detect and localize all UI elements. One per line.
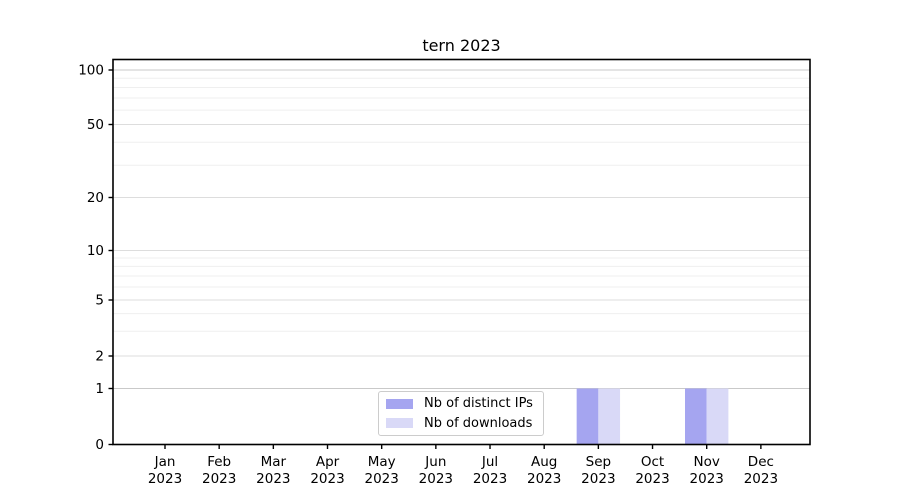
y-tick-label: 100: [78, 63, 104, 79]
legend: Nb of distinct IPs Nb of downloads: [378, 391, 544, 436]
y-tick-label: 20: [87, 190, 104, 206]
y-tick-label: 2: [95, 349, 104, 365]
y-tick-label: 50: [87, 117, 104, 133]
x-tick-label: Jun 2023: [419, 454, 453, 487]
y-tick-label: 10: [87, 243, 104, 259]
bar-distinct-ips: [685, 388, 707, 445]
x-tick-label: Jul 2023: [473, 454, 507, 487]
y-tick-label: 5: [95, 293, 104, 309]
x-tick-label: Oct 2023: [635, 454, 669, 487]
legend-swatch: [386, 398, 413, 409]
y-tick-label: 0: [95, 437, 104, 453]
y-tick-label: 1: [95, 381, 104, 397]
x-tick-label: Aug 2023: [527, 454, 561, 487]
x-tick-label: Apr 2023: [310, 454, 344, 487]
legend-item: Nb of distinct IPs: [379, 396, 543, 412]
legend-label: Nb of downloads: [424, 415, 533, 431]
legend-label: Nb of distinct IPs: [424, 396, 533, 412]
bar-downloads: [598, 388, 621, 445]
bar-distinct-ips: [576, 388, 599, 445]
x-tick-label: Sep 2023: [581, 454, 615, 487]
x-tick-label: Feb 2023: [202, 454, 236, 487]
x-tick-label: May 2023: [365, 454, 399, 487]
legend-swatch: [386, 418, 413, 429]
chart-title: tern 2023: [422, 36, 501, 55]
legend-item: Nb of downloads: [379, 415, 543, 431]
plot-border: [112, 58, 811, 446]
x-tick-label: Mar 2023: [256, 454, 290, 487]
bar-downloads: [706, 388, 729, 445]
x-tick-label: Jan 2023: [148, 454, 182, 487]
x-tick-label: Nov 2023: [690, 454, 724, 487]
x-tick-label: Dec 2023: [744, 454, 778, 487]
